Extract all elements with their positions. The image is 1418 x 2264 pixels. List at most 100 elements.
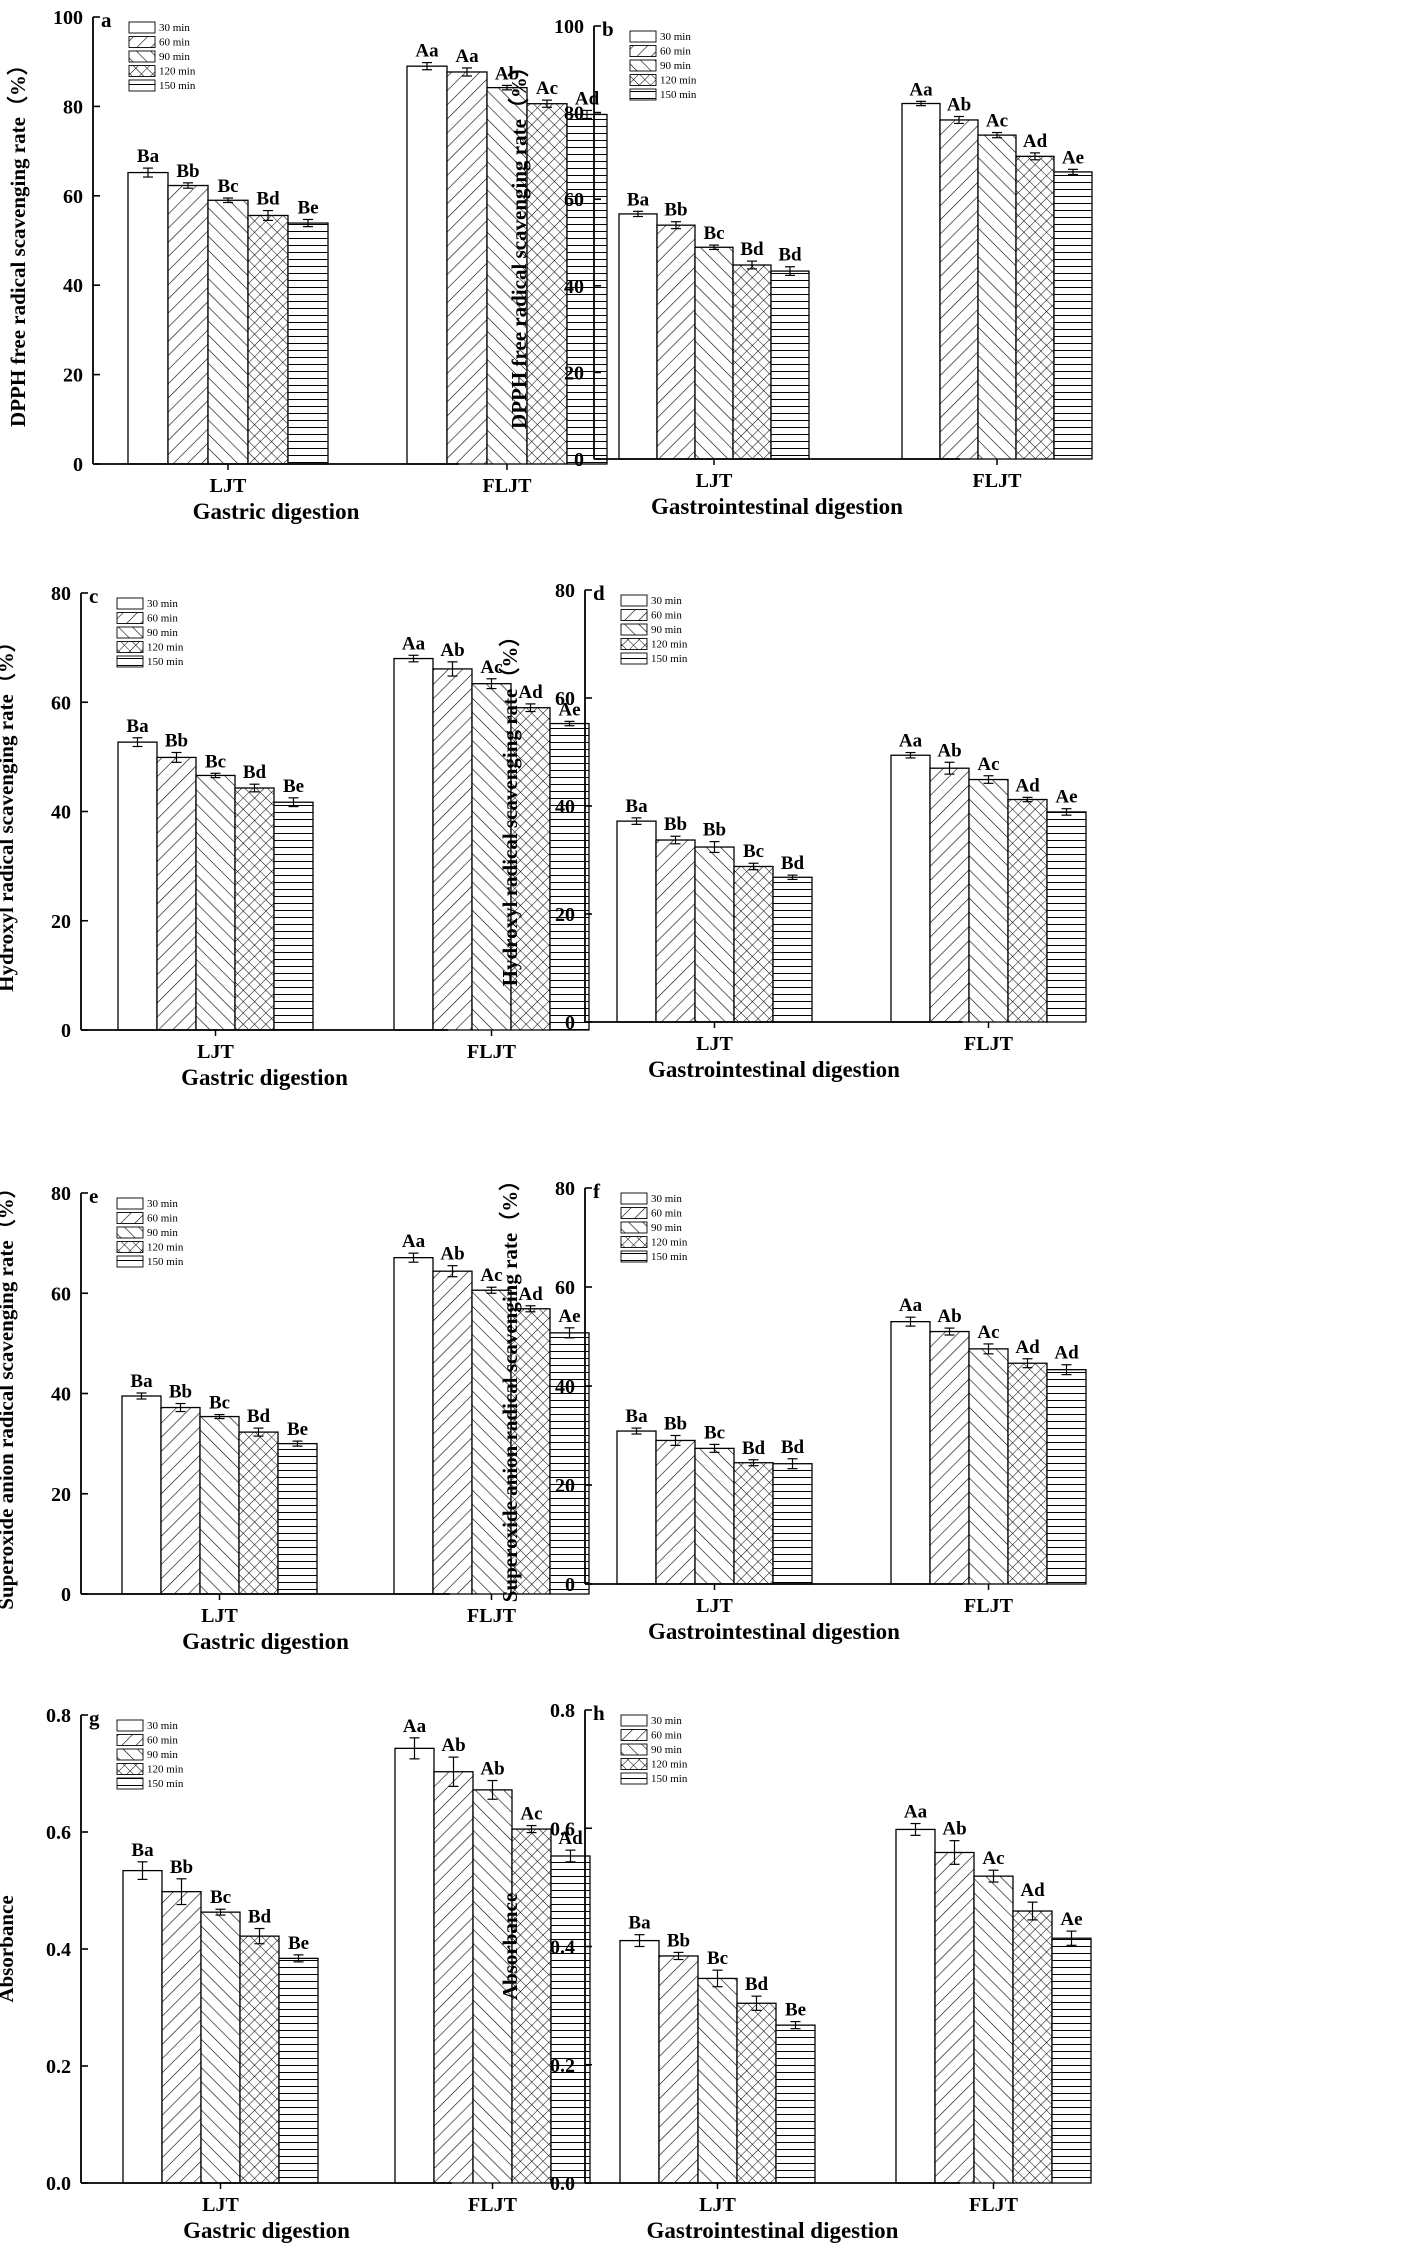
y-tick-label: 60 (555, 1277, 575, 1299)
legend-label: 150 min (651, 1773, 688, 1785)
bar (239, 1935, 280, 2184)
bar (127, 171, 169, 465)
y-axis-label: Superoxide anion radical scavenging rate… (0, 1177, 18, 1609)
significance-letter: Ba (625, 796, 648, 817)
y-tick-label: 40 (555, 796, 575, 818)
significance-letter: Ad (1054, 1343, 1079, 1364)
bar (618, 213, 658, 460)
bar (406, 65, 448, 465)
legend-swatch (128, 65, 156, 77)
legend-swatch (620, 1192, 648, 1205)
legend-swatch (620, 1221, 648, 1234)
bar (446, 71, 488, 465)
significance-letter: Ad (558, 1828, 583, 1849)
legend-label: 30 min (660, 31, 691, 43)
y-axis-label: Absorbance (498, 1893, 522, 2000)
bar (238, 1431, 279, 1595)
y-tick-label: 0.4 (46, 1939, 71, 1961)
significance-letter: Ae (1062, 147, 1084, 168)
y-tick-label: 0.6 (46, 1822, 71, 1844)
bar (433, 1771, 474, 2184)
legend-swatch (620, 1743, 648, 1756)
y-tick-label: 0 (61, 1020, 71, 1042)
y-axis-label: Hydroxyl radical scavenging rate（%） (0, 631, 18, 992)
legend-label: 60 min (147, 1735, 178, 1747)
legend-swatch (620, 638, 648, 650)
bar (234, 787, 275, 1031)
bar (432, 668, 473, 1031)
bar (511, 1828, 552, 2184)
legend-label: 90 min (651, 1222, 682, 1234)
category-label-ljt: LJT (696, 470, 733, 492)
legend-label: 120 min (651, 1237, 688, 1249)
legend-label: 90 min (651, 624, 682, 636)
significance-letter: Ba (137, 146, 160, 167)
category-label-ljt: LJT (699, 2194, 736, 2216)
legend-label: 150 min (651, 653, 688, 665)
x-axis-label: Gastrointestinal digestion (651, 494, 903, 519)
y-tick-label: 0.2 (46, 2056, 71, 2078)
significance-letter: Ab (440, 640, 464, 661)
significance-letter: Bb (165, 731, 188, 752)
x-axis-label: Gastric digestion (183, 2218, 350, 2243)
chart-panel-f: Ba Aa Bb Ab Bc Ac Bd Ad Bd Ad 0 20 40 60 80 LJT FLJT Gast… (498, 1170, 1087, 1644)
chart-panel-c: Ba Aa Bb Ab Bc Ac Bd Ad Be Ae 0 20 40 60 80 LJT FLJT Gast… (0, 583, 590, 1090)
significance-letter: Ac (480, 657, 502, 678)
bar (287, 222, 329, 465)
y-tick-label: 0.8 (46, 1705, 71, 1727)
y-tick-label: 40 (51, 802, 71, 824)
significance-letter: Bc (707, 1948, 728, 1969)
significance-letter: Bd (243, 762, 267, 783)
y-tick-label: 40 (51, 1384, 71, 1406)
significance-letter: Ab (937, 1306, 961, 1327)
legend-swatch (116, 641, 144, 653)
legend-label: 120 min (147, 642, 184, 654)
category-label-fljt: FLJT (969, 2194, 1019, 2216)
bar (934, 1851, 975, 2184)
legend-swatch (116, 1763, 144, 1775)
bar (736, 2002, 777, 2184)
category-label-fljt: FLJT (468, 2194, 518, 2216)
category-label-fljt: FLJT (467, 1605, 517, 1627)
bar (156, 756, 197, 1031)
y-tick-label: 20 (51, 911, 71, 933)
legend-swatch (116, 612, 144, 624)
significance-letter: Ad (1023, 131, 1048, 152)
significance-letter: Ac (480, 1265, 502, 1286)
bar (890, 754, 931, 1023)
legend-label: 150 min (159, 80, 196, 92)
bar (1015, 155, 1055, 460)
significance-letter: Bd (740, 239, 764, 260)
panel-letter: e (89, 1184, 98, 1208)
bar (772, 876, 813, 1023)
bar (1046, 1369, 1087, 1585)
significance-letter: Bb (667, 1930, 690, 1951)
significance-letter: Aa (415, 41, 439, 62)
legend-swatch (116, 626, 144, 639)
significance-letter: Bb (703, 820, 726, 841)
panel-letter: g (89, 1706, 100, 1730)
y-tick-label: 0 (73, 454, 83, 476)
legend-label: 120 min (660, 75, 697, 87)
significance-letter: Bb (664, 814, 687, 835)
significance-letter: Ac (520, 1804, 542, 1825)
category-label-ljt: LJT (202, 2194, 239, 2216)
significance-letter: Be (287, 1419, 308, 1440)
significance-letter: Aa (899, 1295, 923, 1316)
legend-label: 60 min (651, 1730, 682, 1742)
bar (122, 1869, 163, 2184)
legend-swatch (620, 1772, 648, 1785)
chart-panel-e: Ba Aa Bb Ab Bc Ac Bd Ad Be Ae 0 20 40 60 80 LJT FLJT Gast… (0, 1177, 590, 1654)
significance-letter: Ad (1015, 775, 1040, 796)
legend-swatch (128, 79, 156, 92)
significance-letter: Ad (1015, 1337, 1040, 1358)
significance-letter: Ab (937, 740, 961, 761)
legend-label: 90 min (147, 1749, 178, 1761)
bar (619, 1939, 660, 2184)
bar (486, 86, 528, 465)
category-label-fljt: FLJT (973, 470, 1023, 492)
legend-label: 150 min (651, 1251, 688, 1263)
legend-swatch (128, 36, 156, 48)
significance-letter: Bc (209, 1393, 230, 1414)
